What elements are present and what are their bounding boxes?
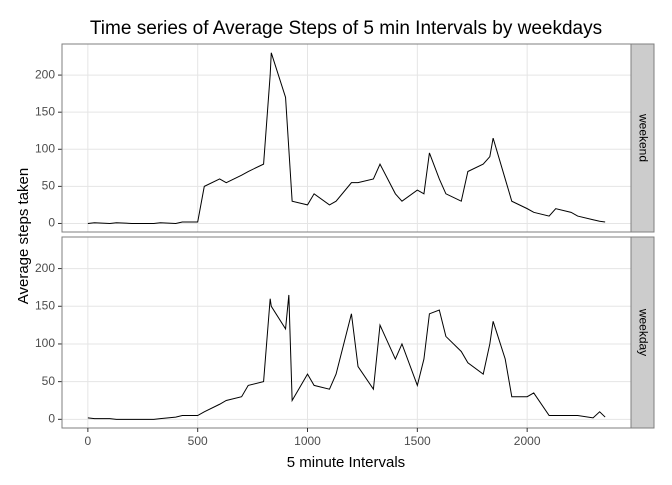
y-tick-label: 100 — [35, 336, 55, 350]
y-axis-title: Average steps taken — [15, 168, 32, 304]
chart-title: Time series of Average Steps of 5 min In… — [90, 18, 602, 39]
x-tick-label: 1500 — [404, 434, 431, 448]
x-tick-label: 0 — [85, 434, 92, 448]
x-tick-label: 2000 — [514, 434, 541, 448]
y-tick-label: 200 — [35, 261, 55, 275]
y-tick-label: 150 — [35, 104, 55, 118]
y-tick-label: 200 — [35, 67, 55, 81]
y-tick-label: 0 — [48, 216, 55, 230]
series-line — [87, 52, 606, 224]
y-tick-label: 150 — [35, 298, 55, 312]
y-tick-label: 0 — [48, 412, 55, 426]
x-tick-label: 1000 — [294, 434, 321, 448]
x-tick-label: 500 — [188, 434, 208, 448]
series-line — [87, 294, 606, 420]
strip — [630, 43, 655, 233]
panel — [62, 44, 631, 232]
strip — [630, 236, 655, 429]
y-tick-label: 100 — [35, 141, 55, 155]
y-tick-label: 50 — [42, 179, 56, 193]
x-axis-title: 5 minute Intervals — [287, 454, 405, 471]
strip-label: weekend — [636, 113, 650, 162]
strip-label: weekday — [636, 308, 650, 356]
y-tick-label: 50 — [42, 374, 56, 388]
